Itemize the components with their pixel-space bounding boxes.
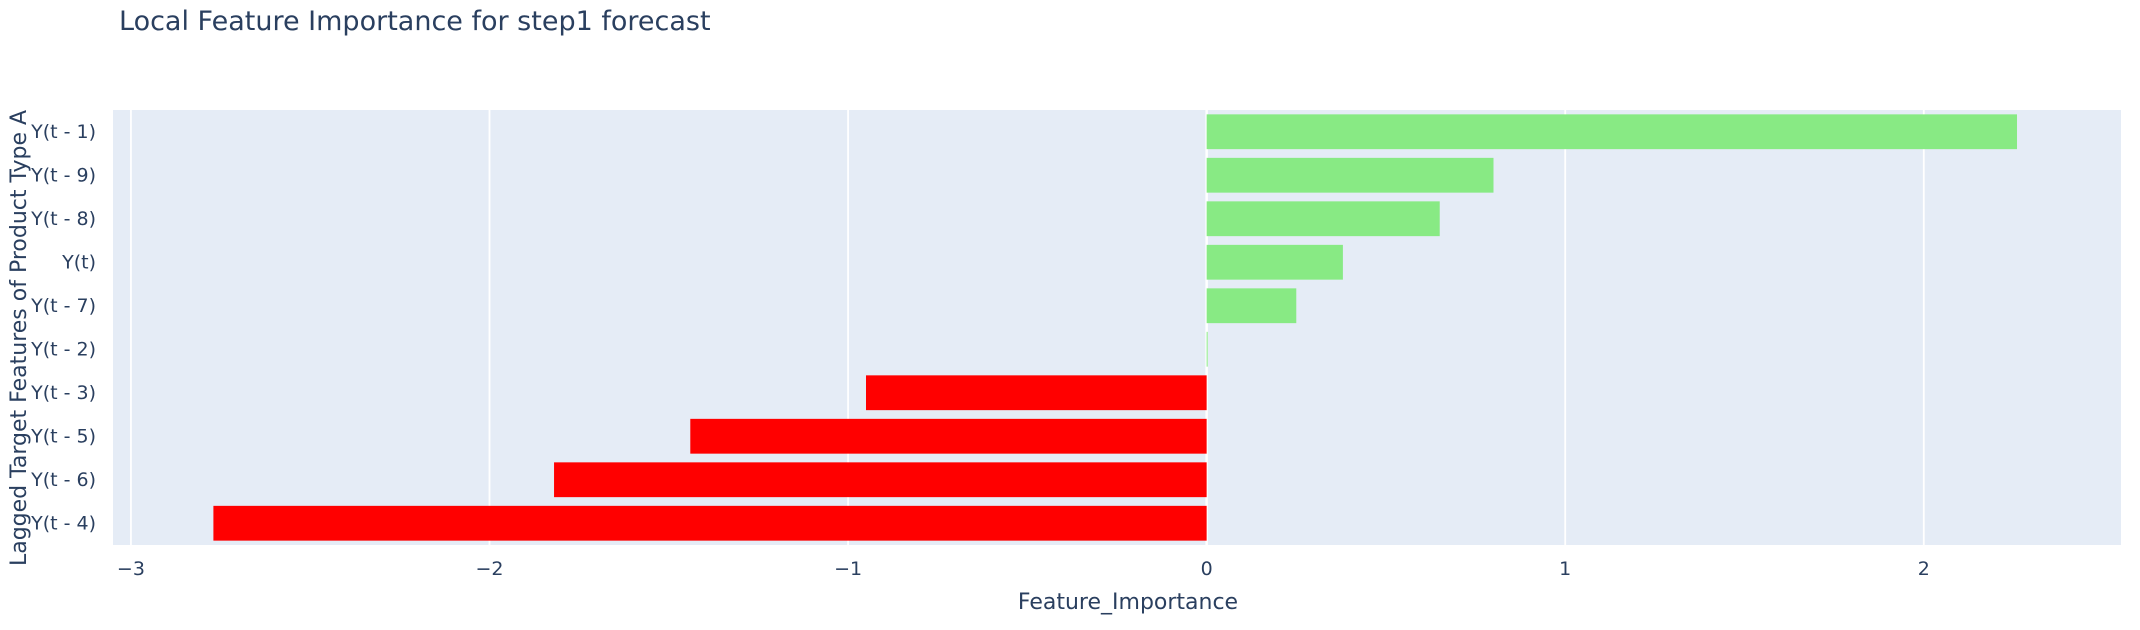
chart-title: Local Feature Importance for step1 forec… [119, 6, 711, 37]
bar-y-t-3[interactable] [866, 375, 1207, 411]
bar-y-t-4[interactable] [213, 505, 1207, 541]
bar-y-t[interactable] [1206, 244, 1343, 280]
y-tick-label: Y(t - 2) [30, 338, 96, 360]
bar-y-t-6[interactable] [554, 462, 1207, 498]
x-axis-title: Feature_Importance [1018, 590, 1238, 615]
bar-y-t-7[interactable] [1206, 288, 1297, 324]
y-axis-title: Lagged Target Features of Product Type A [7, 110, 32, 566]
x-tick-labels: −3 −2 −1 0 1 2 [117, 558, 1930, 580]
x-tick-label: 0 [1201, 558, 1213, 580]
x-tick-label: −3 [117, 558, 145, 580]
y-tick-label: Y(t - 5) [30, 425, 96, 447]
bar-y-t-2[interactable] [1206, 331, 1208, 367]
x-tick-label: 1 [1559, 558, 1571, 580]
bars [213, 114, 2018, 541]
y-tick-label: Y(t - 9) [30, 164, 96, 186]
bar-y-t-8[interactable] [1206, 201, 1440, 237]
y-tick-labels: Y(t - 1) Y(t - 9) Y(t - 8) Y(t) Y(t - 7) Y(t … [30, 121, 96, 535]
y-tick-label: Y(t - 8) [30, 208, 96, 230]
y-tick-label: Y(t - 6) [30, 469, 96, 491]
bar-y-t-9[interactable] [1206, 157, 1494, 193]
y-tick-label: Y(t - 4) [30, 512, 96, 534]
x-tick-label: 2 [1918, 558, 1930, 580]
x-tick-label: −1 [834, 558, 862, 580]
y-tick-label: Y(t - 1) [30, 121, 96, 143]
y-tick-label: Y(t) [61, 251, 96, 273]
y-tick-label: Y(t - 7) [30, 295, 96, 317]
bar-y-t-5[interactable] [690, 418, 1207, 454]
x-tick-label: −2 [475, 558, 503, 580]
bar-y-t-1[interactable] [1206, 114, 2018, 150]
y-tick-label: Y(t - 3) [30, 382, 96, 404]
